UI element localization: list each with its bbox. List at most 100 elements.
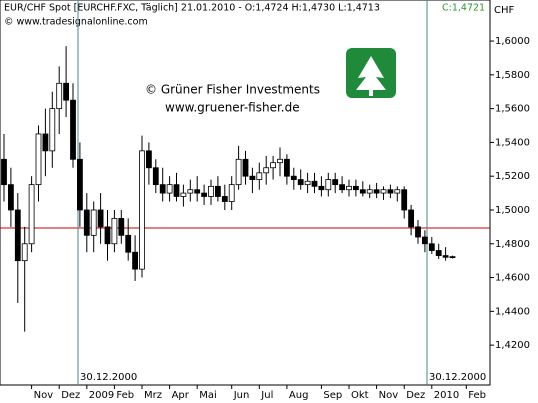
- candle-body: [332, 179, 339, 186]
- candle-body: [166, 184, 173, 194]
- candle-body: [346, 185, 352, 191]
- candle-body: [297, 179, 304, 186]
- candle-body: [21, 243, 28, 262]
- candle-body: [35, 133, 42, 186]
- candle-body: [442, 255, 449, 258]
- candle-body: [283, 158, 290, 177]
- candle-body: [325, 179, 332, 191]
- y-tick-label: 1,5000: [495, 205, 530, 216]
- x-tick-label: Sep: [323, 390, 342, 401]
- candle-body: [118, 218, 125, 236]
- header-source: © www.tradesignalonline.com: [4, 17, 148, 28]
- candle-body: [263, 167, 270, 174]
- y-tick-label: 1,4800: [495, 239, 530, 250]
- candle-body: [83, 209, 90, 236]
- candle-body: [435, 250, 442, 256]
- candle-body: [449, 256, 456, 259]
- annotation-label: 30.12.2000: [80, 372, 137, 383]
- x-tick-label: Jul: [260, 390, 273, 401]
- x-tick-label: Apr: [172, 390, 190, 401]
- watermark-company: © Grüner Fisher Investments: [145, 83, 320, 97]
- x-tick-label: Feb: [116, 390, 134, 401]
- candle-body: [7, 184, 14, 211]
- candle-body: [201, 192, 208, 197]
- candle-body: [373, 189, 380, 194]
- candle-body: [339, 184, 346, 191]
- x-tick-label: Dez: [406, 390, 425, 401]
- candle-body: [111, 218, 118, 245]
- x-tick-label: Nov: [379, 390, 399, 401]
- x-tick-label: Okt: [351, 390, 369, 401]
- candle-body: [318, 185, 325, 191]
- candle-body: [63, 82, 69, 101]
- x-tick-label: Aug: [289, 390, 309, 401]
- candle-body: [256, 172, 263, 180]
- y-tick-label: 1,5200: [495, 171, 530, 182]
- header-close: C:1,4721: [442, 3, 485, 14]
- candle-body: [394, 189, 401, 194]
- candle-body: [77, 158, 83, 211]
- candle-body: [145, 150, 152, 169]
- candle-body: [311, 180, 318, 187]
- candle-body: [28, 184, 35, 245]
- candle-body: [242, 158, 249, 177]
- candle-body: [235, 158, 242, 186]
- candle-body: [187, 189, 194, 194]
- x-tick-label: Jun: [233, 390, 250, 401]
- candle-body: [352, 185, 359, 191]
- candle-body: [228, 184, 235, 202]
- candle-body: [49, 108, 56, 152]
- y-tick-label: 1,6000: [495, 36, 530, 47]
- candle-body: [1, 158, 7, 186]
- candle-body: [208, 185, 214, 197]
- candle-body: [221, 196, 228, 202]
- candle-body: [139, 150, 145, 270]
- candle-body: [70, 99, 76, 160]
- candle-body: [42, 133, 49, 152]
- watermark-url: www.gruener-fisher.de: [165, 101, 300, 115]
- candle-body: [304, 180, 311, 186]
- x-tick-label: Nov: [34, 390, 54, 401]
- candle-body: [290, 175, 297, 180]
- y-tick-label: 1,5400: [495, 137, 530, 148]
- candle-body: [401, 189, 408, 211]
- candle-body: [97, 209, 104, 228]
- header-title: EUR/CHF Spot [EURCHF.FXC, Täglich] 21.01…: [4, 3, 380, 14]
- candle-body: [214, 185, 221, 197]
- candle-body: [380, 189, 387, 194]
- candle-body: [366, 189, 373, 194]
- x-tick-label: 2009: [89, 390, 114, 401]
- y-tick-label: 1,4400: [495, 306, 530, 317]
- candle-body: [194, 189, 201, 194]
- y-axis-label: CHF: [494, 5, 515, 16]
- candle-body: [152, 167, 159, 186]
- y-tick-label: 1,4600: [495, 273, 530, 284]
- logo: [346, 48, 396, 98]
- x-tick-label: 2010: [434, 390, 459, 401]
- candle-body: [428, 243, 435, 251]
- y-tick-label: 1,4200: [495, 340, 530, 351]
- candle-body: [387, 189, 394, 194]
- candle-body: [270, 162, 277, 169]
- candle-body: [408, 209, 415, 228]
- candle-body: [132, 251, 139, 270]
- annotation-label: 30.12.2000: [429, 372, 486, 383]
- x-tick-label: Dez: [61, 390, 80, 401]
- candle-body: [180, 192, 187, 197]
- y-tick-label: 1,5600: [495, 104, 530, 115]
- candle-body: [173, 184, 180, 197]
- candle-body: [14, 209, 21, 262]
- candle-body: [277, 158, 283, 164]
- candle-body: [56, 82, 63, 110]
- x-tick-label: Mrz: [144, 390, 162, 401]
- plot-frame: [0, 0, 491, 386]
- x-tick-label: Feb: [468, 390, 486, 401]
- candle-body: [421, 236, 428, 245]
- candle-body: [104, 226, 111, 245]
- candle-body: [249, 175, 256, 180]
- candle-body: [415, 226, 421, 238]
- candle-body: [125, 234, 132, 253]
- x-tick-label: Mai: [199, 390, 217, 401]
- y-tick-label: 1,5800: [495, 70, 530, 81]
